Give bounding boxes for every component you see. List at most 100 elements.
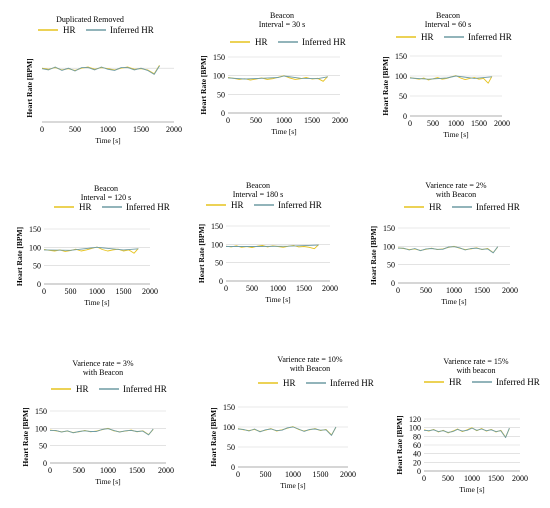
y-tick-label: 50: [227, 443, 235, 452]
x-tick-label: 2000: [512, 474, 528, 483]
y-tick-label: 100: [223, 423, 235, 432]
y-tick-label: 50: [399, 92, 407, 101]
y-tick-label: 150: [35, 407, 47, 416]
x-axis-title: Time [s]: [441, 297, 466, 306]
panel-title: Beacon: [94, 184, 118, 193]
x-tick-label: 0: [48, 466, 52, 475]
y-tick-label: 0: [417, 467, 421, 476]
x-tick-label: 2000: [332, 116, 348, 125]
y-tick-label: 0: [391, 279, 395, 288]
y-tick-label: 40: [413, 450, 421, 459]
x-tick-label: 1500: [471, 119, 487, 128]
y-tick-label: 150: [383, 224, 395, 233]
y-axis-title: Heart Rate [BPM]: [15, 227, 24, 286]
x-axis-title: Time [s]: [95, 136, 120, 145]
series-line-inferred-hr: [237, 426, 337, 436]
legend-label-inferred: Inferred HR: [278, 200, 322, 210]
x-tick-label: 2000: [340, 470, 356, 479]
x-tick-label: 500: [65, 287, 77, 296]
x-tick-label: 1000: [448, 119, 464, 128]
series-line-inferred-hr: [41, 65, 160, 75]
y-tick-label: 0: [219, 277, 223, 286]
y-axis-title: Heart Rate [BPM]: [25, 58, 34, 117]
y-tick-label: 50: [215, 259, 223, 268]
y-axis-title: Heart Rate [BPM]: [199, 55, 208, 114]
x-axis-title: Time [s]: [271, 127, 296, 136]
x-tick-label: 500: [420, 286, 432, 295]
x-tick-label: 2000: [502, 286, 518, 295]
y-tick-label: 150: [213, 53, 225, 62]
x-tick-label: 2000: [142, 287, 158, 296]
series-line-inferred-hr: [43, 246, 139, 251]
y-tick-label: 50: [217, 90, 225, 99]
series-line-inferred-hr: [50, 428, 154, 436]
y-tick-label: 80: [413, 432, 421, 441]
legend-label-inferred: Inferred HR: [302, 37, 346, 47]
legend-label-inferred: Inferred HR: [468, 32, 512, 42]
x-axis-title: Time [s]: [84, 298, 109, 307]
x-tick-label: 2000: [158, 466, 174, 475]
x-tick-label: 1000: [464, 474, 480, 483]
legend-label-inferred: Inferred HR: [126, 202, 170, 212]
panel-6: Varience rate = 2%with Beacon HR Inferred …: [369, 181, 520, 306]
x-tick-label: 1000: [89, 287, 105, 296]
panel-title: with Beacon: [436, 190, 476, 199]
x-tick-label: 1500: [133, 125, 149, 134]
series-line-inferred-hr: [423, 427, 510, 439]
panel-title: Interval = 180 s: [233, 190, 284, 199]
y-tick-label: 120: [409, 415, 421, 424]
panel-title: Varience rate = 3%: [72, 359, 133, 368]
x-tick-label: 1500: [129, 466, 145, 475]
y-axis-title: Heart Rate [BPM]: [369, 226, 378, 285]
panel-7: Varience rate = 3%with Beacon HR Inferred …: [21, 359, 174, 486]
x-tick-label: 500: [69, 125, 81, 134]
x-tick-label: 1500: [296, 284, 312, 293]
series-line-inferred-hr: [227, 75, 328, 80]
panel-title: Interval = 60 s: [425, 20, 472, 29]
y-tick-label: 100: [383, 242, 395, 251]
y-tick-label: 150: [395, 52, 407, 61]
x-tick-label: 2000: [322, 284, 338, 293]
x-tick-label: 1500: [488, 474, 504, 483]
x-axis-title: Time [s]: [459, 485, 484, 494]
x-tick-label: 0: [40, 125, 44, 134]
panel-title: Beacon: [436, 11, 460, 20]
legend-label-hr: HR: [449, 377, 462, 387]
y-tick-label: 100: [409, 424, 421, 433]
y-tick-label: 0: [43, 459, 47, 468]
legend-label-inferred: Inferred HR: [330, 378, 374, 388]
legend-label-hr: HR: [76, 384, 89, 394]
x-tick-label: 0: [408, 119, 412, 128]
panel-title: Interval = 30 s: [259, 20, 306, 29]
x-tick-label: 500: [427, 119, 439, 128]
x-tick-label: 0: [224, 284, 228, 293]
panel-title: Varience rate = 15%: [443, 357, 508, 366]
panel-title: Duplicated Removed: [56, 15, 124, 24]
panel-title: with Beacon: [83, 368, 123, 377]
legend-label-hr: HR: [231, 200, 244, 210]
y-axis-title: Heart Rate [BPM]: [381, 56, 390, 115]
x-tick-label: 0: [236, 470, 240, 479]
x-tick-label: 500: [260, 470, 272, 479]
series-line-hr: [423, 427, 510, 438]
x-axis-title: Time [s]: [265, 295, 290, 304]
x-axis-title: Time [s]: [95, 477, 120, 486]
x-tick-label: 1500: [304, 116, 320, 125]
x-tick-label: 1500: [474, 286, 490, 295]
panel-title: Varience rate = 2%: [425, 181, 486, 190]
legend-label-hr: HR: [429, 202, 442, 212]
x-tick-label: 1000: [285, 470, 301, 479]
x-tick-label: 500: [442, 474, 454, 483]
series-line-inferred-hr: [409, 75, 492, 80]
x-tick-label: 2000: [166, 125, 182, 134]
panel-title: with beacon: [457, 366, 496, 375]
y-tick-label: 0: [37, 280, 41, 289]
x-tick-label: 1000: [270, 284, 286, 293]
y-tick-label: 100: [395, 72, 407, 81]
